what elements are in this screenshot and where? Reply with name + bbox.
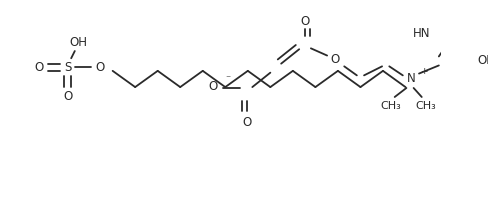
Text: HN: HN [412,27,430,40]
Text: CH₃: CH₃ [414,101,435,111]
Text: O: O [299,15,308,28]
Text: O: O [34,61,43,74]
Text: N: N [406,73,414,85]
Text: O: O [95,61,104,74]
Text: OH: OH [477,54,488,67]
Text: O: O [207,80,217,93]
Text: O: O [63,90,72,103]
Text: ⁻: ⁻ [225,74,230,84]
Text: O: O [242,116,251,129]
Text: O: O [330,53,339,66]
Text: CH₃: CH₃ [380,101,401,111]
Text: +: + [419,67,427,76]
Text: OH: OH [69,36,87,49]
Text: S: S [64,61,71,74]
